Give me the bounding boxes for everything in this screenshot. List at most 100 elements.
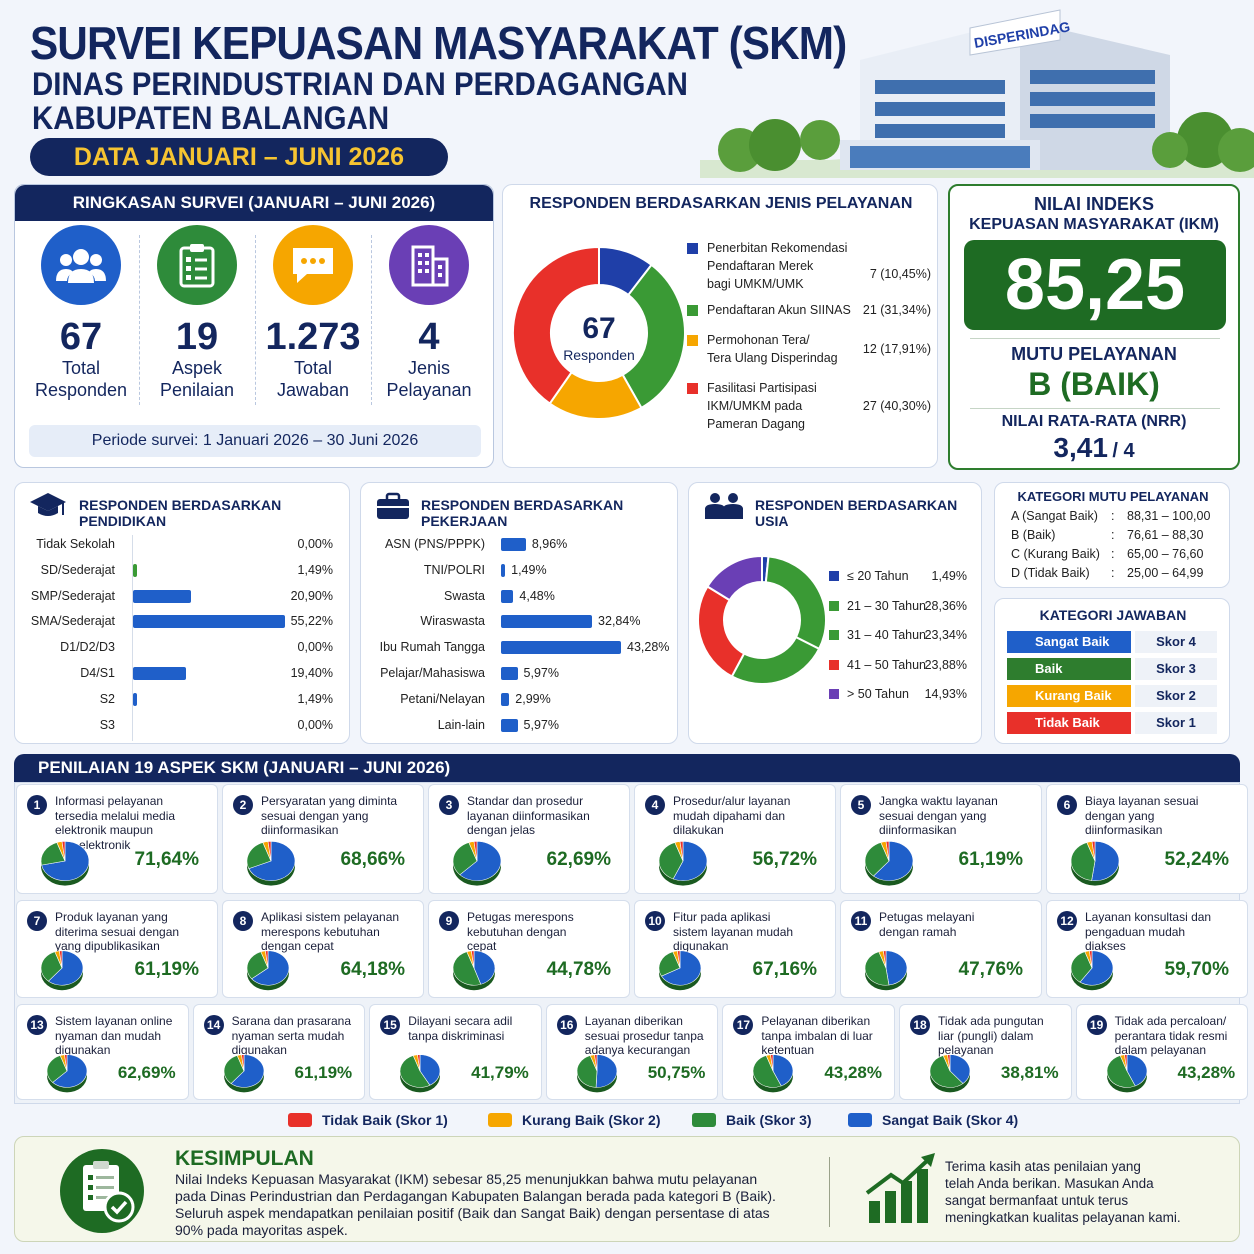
conclusion-line: Nilai Indeks Kepuasan Masyarakat (IKM) s… (175, 1171, 758, 1187)
bar-label: Petani/Nelayan (400, 691, 485, 706)
slice-baik (929, 1055, 964, 1088)
answer-category-score: Skor 4 (1135, 631, 1217, 653)
conclusion-title: KESIMPULAN (175, 1147, 314, 1170)
aspect-text-line: kebutuhan dengan (467, 924, 567, 939)
aspect-percentage: 44,78% (546, 959, 611, 980)
legend-item: Kurang Baik (Skor 2) (488, 1112, 660, 1128)
service-center-label: Responden (563, 347, 635, 363)
aspect-number: 5 (851, 795, 871, 815)
aspect-pie (40, 841, 90, 886)
aspect-text-line: Informasi pelayanan (55, 794, 164, 808)
clipboard-icon (157, 225, 237, 305)
aspect-pie (452, 950, 496, 991)
legend-swatch (687, 383, 698, 394)
aspect-number: 16 (556, 1015, 577, 1035)
slice-tidak-baik (267, 841, 272, 862)
slice-sangat-baik (1126, 1054, 1147, 1087)
legend-swatch (687, 243, 698, 254)
users-icon (41, 225, 121, 305)
aspect-text-line: dengan ramah (879, 924, 957, 939)
aspect-text-line: digunakan (673, 939, 729, 953)
legend-swatch (829, 630, 839, 640)
slice-baik (864, 951, 890, 986)
legend-label: Sangat Baik (Skor 4) (882, 1112, 1019, 1128)
slice-sangat-baik (248, 841, 296, 881)
aspect-card: 7 Produk layanan yang diterima sesuai deng… (16, 900, 218, 998)
age-legend-label: 31 – 40 Tahun (847, 628, 927, 642)
ikm-title-2: KEPUASAN MASYARAKAT (IKM) (969, 216, 1219, 233)
answer-category-title: KATEGORI JAWABAN (1039, 607, 1187, 623)
aspect-card: 8 Aplikasi sistem pelayanan merespons kebu… (222, 900, 424, 998)
bar (501, 563, 506, 577)
legend-swatch (829, 659, 839, 670)
aspect-pie (864, 950, 908, 991)
summary-stat: 19 Aspek Penilaian (139, 225, 253, 405)
stat-label-2: Jawaban (276, 380, 350, 400)
graduation-cap-icon (30, 493, 66, 516)
bar-value: 20,90% (290, 588, 333, 603)
quality-category-key: C (Kurang Baik) (1011, 547, 1100, 561)
aspect-text-line: digunakan (55, 1043, 111, 1057)
stat-label-2: Pelayanan (386, 380, 472, 400)
aspect-text-line: Aplikasi sistem pelayanan (261, 910, 400, 924)
aspect-text-line: yang dipublikasikan (55, 939, 160, 953)
aspect-text-line: tanpa imbalan di luar (761, 1028, 873, 1043)
stat-label-1: Aspek (171, 358, 223, 378)
service-legend-label: Pameran Dagang (707, 417, 805, 431)
bar-label: Wiraswasta (420, 614, 485, 629)
bar (501, 538, 526, 551)
slice-tidak-baik (473, 841, 478, 862)
period-note: Periode survei: 1 Januari 2026 – 30 Juni… (29, 425, 481, 457)
service-legend-label: Penerbitan Rekomendasi (707, 241, 848, 255)
clipboard-check-icon (60, 1149, 144, 1233)
aspect-pie (452, 841, 502, 886)
slice-sangat-baik (47, 950, 84, 986)
nrr-value-row: 3,41 / 4 (950, 432, 1238, 464)
aspect-text-line: elektronik maupun (55, 823, 154, 837)
thanks-line: telah Anda berikan. Masukan Anda (945, 1176, 1154, 1191)
aspect-section-title: PENILAIAN 19 ASPEK SKM (JANUARI – JUNI 2… (14, 754, 1240, 782)
aspect-percentage: 62,69% (546, 849, 611, 870)
quality-category-sep: : (1111, 566, 1115, 580)
thanks-line: sangat bermanfaat untuk terus (945, 1193, 1129, 1208)
aspect-number: 3 (439, 795, 459, 815)
answer-category-label: Kurang Baik (1007, 685, 1131, 707)
slice-tidak-baik (265, 950, 269, 969)
aspect-text: Persyaratan yang diminta sesuai dengan ya… (261, 794, 397, 838)
aspect-card: 6 Biaya layanan sesuai dengan yang diinform… (1046, 784, 1248, 894)
bar-label: Ibu Rumah Tangga (379, 640, 485, 655)
summary-stat: 1.273 Total Jawaban (255, 225, 369, 405)
aspect-card: 2 Persyaratan yang diminta sesuai dengan y… (222, 784, 424, 894)
bar-label: S3 (99, 717, 115, 732)
aspect-number: 2 (233, 795, 253, 815)
mutu-label: MUTU PELAYANAN (1011, 344, 1177, 364)
bar-label: SD/Sederajat (40, 562, 115, 577)
slice-tidak-baik (240, 1054, 244, 1072)
quality-category-range: 65,00 – 76,60 (1127, 547, 1204, 561)
legend-item: Tidak Baik (Skor 1) (288, 1112, 448, 1128)
answer-category-score: Skor 1 (1135, 712, 1217, 734)
aspect-text-line: Standar dan prosedur (467, 794, 584, 808)
slice-baik (246, 951, 269, 980)
aspect-percentage: 47,76% (958, 959, 1023, 980)
chat-icon (273, 225, 353, 305)
bar (133, 667, 187, 680)
aspect-text-line: diterima sesuai dengan (55, 924, 180, 939)
aspect-number: 13 (27, 1015, 47, 1035)
legend-label: Baik (Skor 3) (726, 1112, 812, 1128)
aspect-number: 10 (645, 911, 665, 931)
age-slice-3 (730, 635, 821, 685)
thanks-line: meningkatkan kualitas pelayanan kami. (945, 1210, 1181, 1225)
slice-tidak-baik (883, 950, 887, 969)
aspect-text-line: diinformasikan (261, 823, 339, 837)
age-slice-2 (764, 555, 827, 651)
aspect-text-line: sesuai dengan yang (879, 808, 987, 823)
conclusion-card: KESIMPULAN Nilai Indeks Kepuasan Masyara… (14, 1136, 1240, 1242)
conclusion-line: pada Dinas Perindustrian dan Perdagangan… (175, 1188, 776, 1204)
slice-sangat-baik (419, 1054, 441, 1086)
bar-value: 5,97% (523, 717, 559, 732)
aspect-text: Sistem layanan online nyaman dan mudah dig… (55, 1014, 172, 1058)
aspect-text-line: ketentuan (761, 1043, 815, 1057)
slice-baik (40, 842, 66, 866)
aspect-percentage: 59,70% (1164, 959, 1229, 980)
